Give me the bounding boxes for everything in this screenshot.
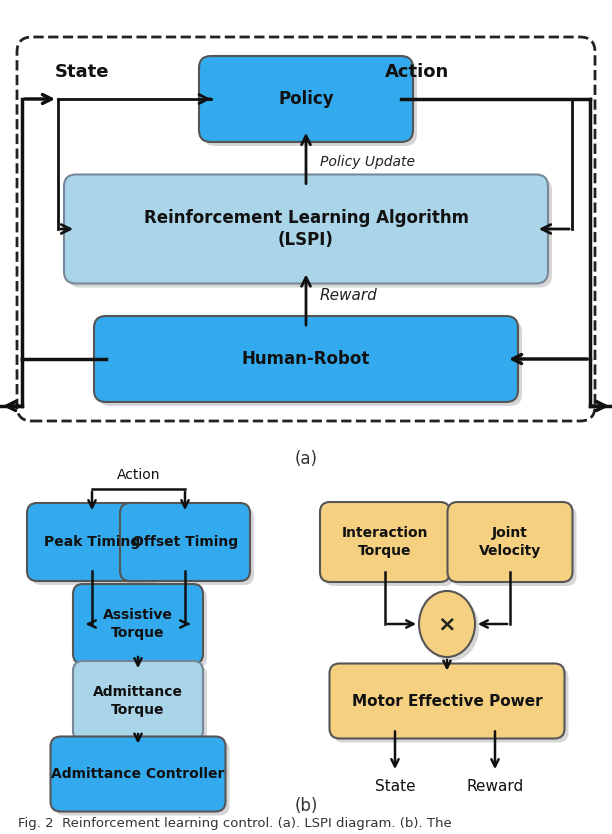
Text: Policy: Policy (278, 90, 334, 108)
Text: Reward: Reward (320, 289, 378, 304)
Ellipse shape (423, 595, 479, 661)
Text: Admittance
Torque: Admittance Torque (93, 686, 183, 716)
Text: State: State (375, 779, 416, 794)
Text: Peak Timing: Peak Timing (44, 535, 140, 549)
Ellipse shape (419, 591, 475, 657)
Text: Human-Robot: Human-Robot (242, 350, 370, 368)
FancyBboxPatch shape (329, 664, 564, 738)
FancyBboxPatch shape (64, 174, 548, 284)
Text: (b): (b) (294, 797, 318, 815)
FancyBboxPatch shape (320, 502, 450, 582)
FancyBboxPatch shape (73, 584, 203, 664)
FancyBboxPatch shape (334, 667, 569, 742)
FancyBboxPatch shape (203, 60, 417, 146)
Text: Action: Action (385, 63, 449, 81)
FancyBboxPatch shape (120, 503, 250, 581)
Text: ×: × (438, 614, 457, 634)
FancyBboxPatch shape (452, 506, 577, 586)
FancyBboxPatch shape (324, 506, 454, 586)
FancyBboxPatch shape (98, 320, 522, 406)
Text: Reinforcement Learning Algorithm
(LSPI): Reinforcement Learning Algorithm (LSPI) (143, 208, 469, 249)
FancyBboxPatch shape (54, 741, 230, 816)
Text: Reward: Reward (466, 779, 524, 794)
Text: Assistive
Torque: Assistive Torque (103, 608, 173, 640)
Text: Policy Update: Policy Update (320, 155, 415, 169)
Text: (a): (a) (294, 450, 318, 468)
Text: Fig. 2  Reinforcement learning control. (a). LSPI diagram. (b). The: Fig. 2 Reinforcement learning control. (… (18, 817, 452, 831)
Text: Interaction
Torque: Interaction Torque (341, 526, 428, 558)
Text: Motor Effective Power: Motor Effective Power (352, 694, 542, 709)
FancyBboxPatch shape (199, 56, 413, 142)
FancyBboxPatch shape (77, 665, 207, 745)
FancyBboxPatch shape (447, 502, 572, 582)
FancyBboxPatch shape (73, 661, 203, 741)
Text: Offset Timing: Offset Timing (132, 535, 238, 549)
Text: State: State (55, 63, 110, 81)
FancyBboxPatch shape (68, 178, 552, 288)
Text: Admittance Controller: Admittance Controller (51, 767, 225, 781)
FancyBboxPatch shape (77, 588, 207, 668)
Text: Action: Action (117, 468, 160, 482)
FancyBboxPatch shape (124, 507, 254, 585)
Text: Joint
Velocity: Joint Velocity (479, 526, 541, 558)
FancyBboxPatch shape (27, 503, 157, 581)
FancyBboxPatch shape (31, 507, 161, 585)
FancyBboxPatch shape (51, 736, 225, 811)
FancyBboxPatch shape (94, 316, 518, 402)
